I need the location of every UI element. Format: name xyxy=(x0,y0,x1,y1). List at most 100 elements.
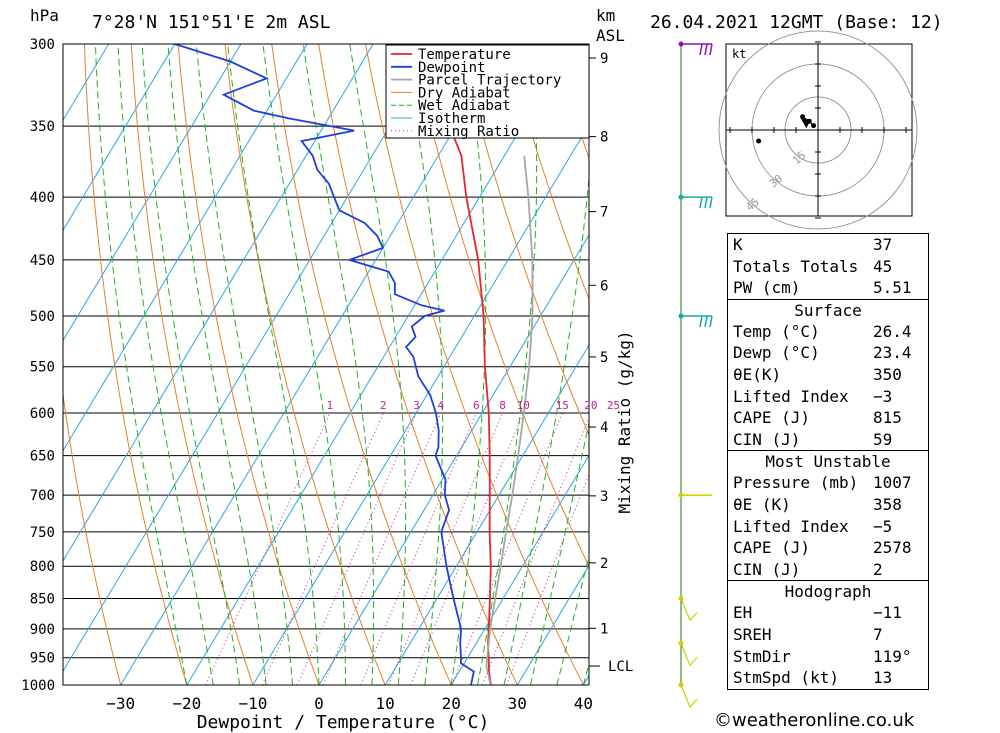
temp-tick-label: 20 xyxy=(442,694,461,713)
storm-motion-marker xyxy=(801,119,812,129)
height-unit-bottom: ASL xyxy=(596,26,625,45)
hodograph-ring xyxy=(718,30,918,230)
mixing-ratio-line xyxy=(261,412,384,685)
datetime-title: 26.04.2021 12GMT (Base: 12) xyxy=(650,12,943,33)
mixing-ratio-line xyxy=(410,412,524,685)
barb-flag xyxy=(704,43,708,56)
wet-adiabat-line xyxy=(227,44,320,685)
wet-adiabat-line xyxy=(349,44,407,685)
legend-entry: Dewpoint xyxy=(418,60,485,76)
wet-adiabat-line xyxy=(262,44,346,685)
barb-shaft xyxy=(680,684,691,708)
dry-adiabat-line xyxy=(975,44,1000,685)
hodograph-unit: kt xyxy=(732,47,746,61)
pressure-tick-label: 650 xyxy=(30,449,55,465)
isotherm-line xyxy=(120,44,506,685)
footer-credit[interactable]: ©weatheronline.co.uk xyxy=(714,710,915,731)
dry-adiabat-line xyxy=(411,44,589,568)
isotherm-line xyxy=(450,454,589,685)
dry-adiabat-line xyxy=(177,44,320,685)
isotherm-line xyxy=(63,44,440,672)
mixing-ratio-line xyxy=(506,473,589,685)
mixing-ratio-label: 8 xyxy=(499,399,506,412)
legend-entry: Wet Adiabat xyxy=(418,98,511,114)
hodograph-point xyxy=(800,114,806,120)
wet-adiabat-line xyxy=(530,420,589,685)
dry-adiabat-line xyxy=(458,44,589,436)
isotherm-line xyxy=(384,344,589,685)
plot-frame xyxy=(62,43,590,686)
parcel-trajectory-curve xyxy=(485,155,534,685)
dry-adiabat-line xyxy=(63,390,122,685)
mixing-ratio-line xyxy=(296,412,417,685)
isotherm-line xyxy=(63,44,374,562)
barb-flag xyxy=(709,315,713,328)
km-tick-label: 4 xyxy=(600,420,608,436)
mixing-ratio-label: 15 xyxy=(556,399,569,412)
km-tick-label: 3 xyxy=(600,489,608,505)
wet-adiabat-line xyxy=(167,44,267,685)
mixing-ratio-label: 1 xyxy=(326,399,333,412)
dry-adiabat-line xyxy=(83,44,188,685)
isotherm-line xyxy=(186,44,572,685)
pressure-tick-label: 600 xyxy=(30,406,55,422)
wet-adiabat-line xyxy=(94,44,188,685)
barb-flag xyxy=(689,657,698,666)
mixing-ratio-label: 6 xyxy=(473,399,480,412)
temp-tick-label: 10 xyxy=(375,694,394,713)
dry-adiabat-line xyxy=(224,44,386,685)
legend-entry: Dry Adiabat xyxy=(418,85,511,101)
dry-adiabat-line xyxy=(928,44,1000,685)
isotherm-line xyxy=(63,44,242,342)
lcl-label: LCL xyxy=(608,659,633,675)
mixing-ratio-line xyxy=(388,412,503,685)
pressure-tick-label: 800 xyxy=(30,559,55,575)
wet-adiabat-line xyxy=(141,44,241,685)
hodograph-indices: Hodograph EH −11 SREH 7 StmDir 119° StmSpd … xyxy=(728,580,928,688)
km-tick-label: 1 xyxy=(600,621,608,637)
dry-adiabat-line xyxy=(365,44,584,685)
pressure-tick-label: 400 xyxy=(30,190,55,206)
wind-barbs xyxy=(678,41,713,708)
pressure-tick-label: 700 xyxy=(30,488,55,504)
pressure-tick-label: 450 xyxy=(30,253,55,269)
isotherm-line xyxy=(252,123,589,685)
barb-flag xyxy=(704,197,708,209)
mixing-ratio-line xyxy=(360,412,477,685)
barb-flag xyxy=(709,197,713,209)
km-tick-label: 5 xyxy=(600,350,608,366)
barb-flag xyxy=(689,612,698,621)
barb-flag xyxy=(699,43,703,56)
height-unit-top: km xyxy=(596,6,616,25)
pressure-tick-label: 750 xyxy=(30,525,55,541)
surface-indices: Surface Temp (°C) 26.4 Dewp (°C) 23.4 θE(K… xyxy=(728,298,928,451)
pressure-tick-label: 1000 xyxy=(21,678,55,694)
temp-tick-label: −10 xyxy=(238,694,267,713)
mixing-ratio-line xyxy=(481,416,589,685)
barb-flag xyxy=(699,197,703,209)
most-unstable-indices: Most Unstable Pressure (mb) 1007 θE (K) 35… xyxy=(728,450,928,580)
temp-tick-label: 0 xyxy=(314,694,324,713)
mixing-ratio-line xyxy=(205,412,331,685)
wet-adiabat-line xyxy=(503,172,589,685)
wet-adiabat-line xyxy=(302,44,375,685)
km-tick-label: 6 xyxy=(600,278,608,294)
temp-tick-label: −30 xyxy=(106,694,135,713)
pressure-tick-label: 300 xyxy=(30,37,55,53)
location-title: 7°28'N 151°51'E 2m ASL xyxy=(92,12,331,33)
barb-flag xyxy=(689,698,698,708)
pressure-unit-label: hPa xyxy=(30,6,59,25)
temp-tick-label: 40 xyxy=(574,694,593,713)
mixing-ratio-line xyxy=(451,412,563,685)
km-tick-label: 9 xyxy=(600,51,608,67)
wet-adiabat-line xyxy=(450,44,487,685)
isotherm-line xyxy=(516,564,589,685)
dry-adiabat-line xyxy=(271,44,452,685)
wet-adiabat-line xyxy=(117,44,214,685)
mixing-ratio-axis-label: Mixing Ratio (g/kg) xyxy=(615,330,634,513)
km-tick-label: 8 xyxy=(600,130,608,146)
indices-table: K 37 Totals Totals 45 PW (cm) 5.51 Surface … xyxy=(727,233,929,690)
